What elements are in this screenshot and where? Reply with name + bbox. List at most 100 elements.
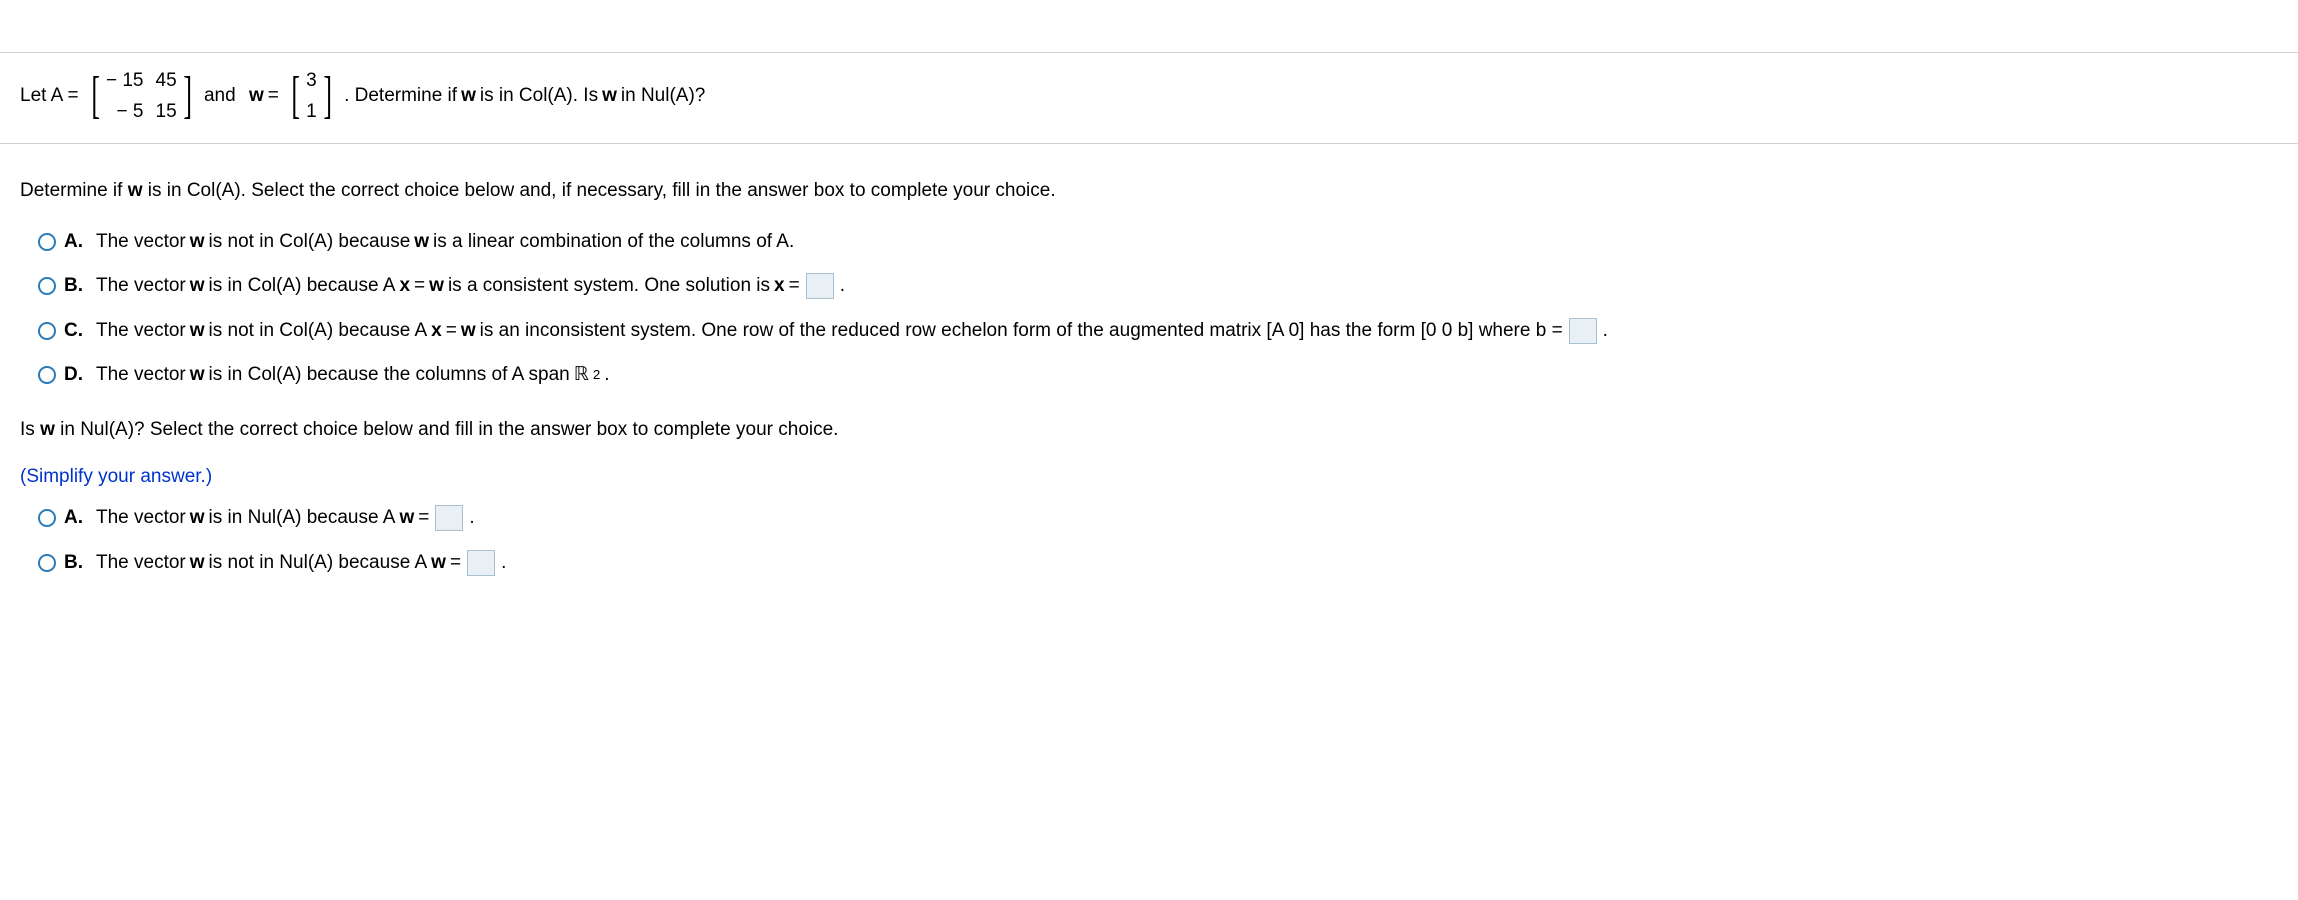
choice-letter: B.	[64, 549, 88, 578]
choice-letter: C.	[64, 317, 88, 346]
q2-instruction: Is w in Nul(A)? Select the correct choic…	[20, 416, 2278, 445]
txt: is in Col(A) because the columns of A sp…	[209, 361, 570, 390]
txt: .	[604, 361, 609, 390]
choice-letter: A.	[64, 504, 88, 533]
matrix-A: [ − 15 45 − 5 15 ]	[87, 68, 196, 125]
choice-letter: B.	[64, 272, 88, 301]
txt: The vector	[96, 272, 186, 301]
bracket-left: [	[91, 73, 100, 120]
q1-instr-post: is in Col(A). Select the correct choice …	[148, 180, 1056, 201]
choice-letter: A.	[64, 228, 88, 257]
txt: w	[190, 549, 205, 578]
q1-instr-w: w	[128, 180, 143, 201]
radio-icon[interactable]	[38, 554, 56, 572]
let-a-label: Let A =	[20, 83, 79, 110]
txt: w	[190, 228, 205, 257]
simplify-hint: (Simplify your answer.)	[20, 466, 2278, 488]
choice-letter: D.	[64, 361, 88, 390]
txt: .	[501, 549, 506, 578]
txt: w	[461, 317, 476, 346]
txt: =	[414, 272, 425, 301]
q1-choice-d[interactable]: D. The vector w is in Col(A) because the…	[38, 361, 2278, 390]
w-bold2: w	[602, 83, 617, 110]
w-cell: 1	[306, 99, 317, 126]
A-cell: − 5	[106, 99, 144, 126]
radio-icon[interactable]	[38, 509, 56, 527]
bracket-right: ]	[323, 73, 332, 120]
txt: is not in Nul(A) because A	[209, 549, 428, 578]
txt: .	[840, 272, 845, 301]
bracket-right: ]	[183, 73, 192, 120]
q2-instr-post: in Nul(A)? Select the correct choice bel…	[60, 419, 838, 440]
question-body: Determine if w is in Col(A). Select the …	[0, 144, 2298, 611]
txt: The vector	[96, 317, 186, 346]
txt: ℝ	[574, 361, 589, 390]
txt: .	[469, 504, 474, 533]
q1-choice-c[interactable]: C. The vector w is not in Col(A) because…	[38, 317, 2278, 346]
q2-instr-pre: Is	[20, 419, 35, 440]
choice-text: The vector w is not in Nul(A) because Aw…	[96, 549, 506, 578]
prompt-tail3: in Nul(A)?	[621, 83, 705, 110]
txt: w	[431, 549, 446, 578]
bracket-left: [	[291, 73, 300, 120]
txt: w	[190, 272, 205, 301]
radio-icon[interactable]	[38, 366, 56, 384]
answer-input[interactable]	[1569, 318, 1597, 344]
choice-text: The vector w is in Nul(A) because Aw = .	[96, 504, 475, 533]
q1-choice-a[interactable]: A. The vector w is not in Col(A) because…	[38, 228, 2278, 257]
w-bold: w	[461, 83, 476, 110]
txt: The vector	[96, 361, 186, 390]
txt: =	[789, 272, 800, 301]
choice-text: The vector w is not in Col(A) because w …	[96, 228, 794, 257]
and-label: and	[204, 83, 236, 110]
txt: x	[431, 317, 442, 346]
radio-icon[interactable]	[38, 322, 56, 340]
A-cell: 15	[156, 99, 177, 126]
txt: 2	[593, 365, 600, 385]
answer-input[interactable]	[806, 273, 834, 299]
q1-instr-pre: Determine if	[20, 180, 122, 201]
matrix-w: [ 3 1 ]	[287, 68, 336, 125]
txt: is in Nul(A) because A	[209, 504, 396, 533]
w-var: w	[249, 83, 264, 110]
txt: =	[446, 317, 457, 346]
txt: The vector	[96, 228, 186, 257]
txt: w	[414, 228, 429, 257]
prompt-tail2: is in Col(A). Is	[480, 83, 598, 110]
answer-input[interactable]	[435, 505, 463, 531]
choice-text: The vector w is in Col(A) because the co…	[96, 361, 610, 390]
txt: The vector	[96, 504, 186, 533]
txt: is in Col(A) because A	[209, 272, 396, 301]
prompt-line: Let A = [ − 15 45 − 5 15 ] and w = [ 3 1…	[20, 68, 2278, 125]
txt: w	[399, 504, 414, 533]
radio-icon[interactable]	[38, 233, 56, 251]
txt: .	[1603, 317, 1608, 346]
txt: is not in Col(A) because A	[209, 317, 428, 346]
A-cell: − 15	[106, 68, 144, 95]
q1-instruction: Determine if w is in Col(A). Select the …	[20, 177, 2278, 206]
txt: is a consistent system. One solution is	[448, 272, 770, 301]
txt: x	[774, 272, 785, 301]
choice-text: The vector w is in Col(A) because Ax = w…	[96, 272, 845, 301]
txt: is a linear combination of the columns o…	[433, 228, 794, 257]
choice-text: The vector w is not in Col(A) because Ax…	[96, 317, 1608, 346]
txt: w	[190, 504, 205, 533]
radio-icon[interactable]	[38, 277, 56, 295]
w-cell: 3	[306, 68, 317, 95]
prompt-tail: . Determine if	[344, 83, 457, 110]
txt: =	[450, 549, 461, 578]
q2-choice-b[interactable]: B. The vector w is not in Nul(A) because…	[38, 549, 2278, 578]
txt: =	[418, 504, 429, 533]
txt: x	[399, 272, 410, 301]
q2-instr-w: w	[40, 419, 55, 440]
problem-statement: Let A = [ − 15 45 − 5 15 ] and w = [ 3 1…	[0, 53, 2298, 144]
txt: w	[429, 272, 444, 301]
A-cell: 45	[156, 68, 177, 95]
equals: =	[268, 83, 279, 110]
q1-choice-b[interactable]: B. The vector w is in Col(A) because Ax …	[38, 272, 2278, 301]
txt: is an inconsistent system. One row of th…	[480, 317, 1563, 346]
answer-input[interactable]	[467, 550, 495, 576]
txt: is not in Col(A) because	[209, 228, 411, 257]
txt: The vector	[96, 549, 186, 578]
q2-choice-a[interactable]: A. The vector w is in Nul(A) because Aw …	[38, 504, 2278, 533]
